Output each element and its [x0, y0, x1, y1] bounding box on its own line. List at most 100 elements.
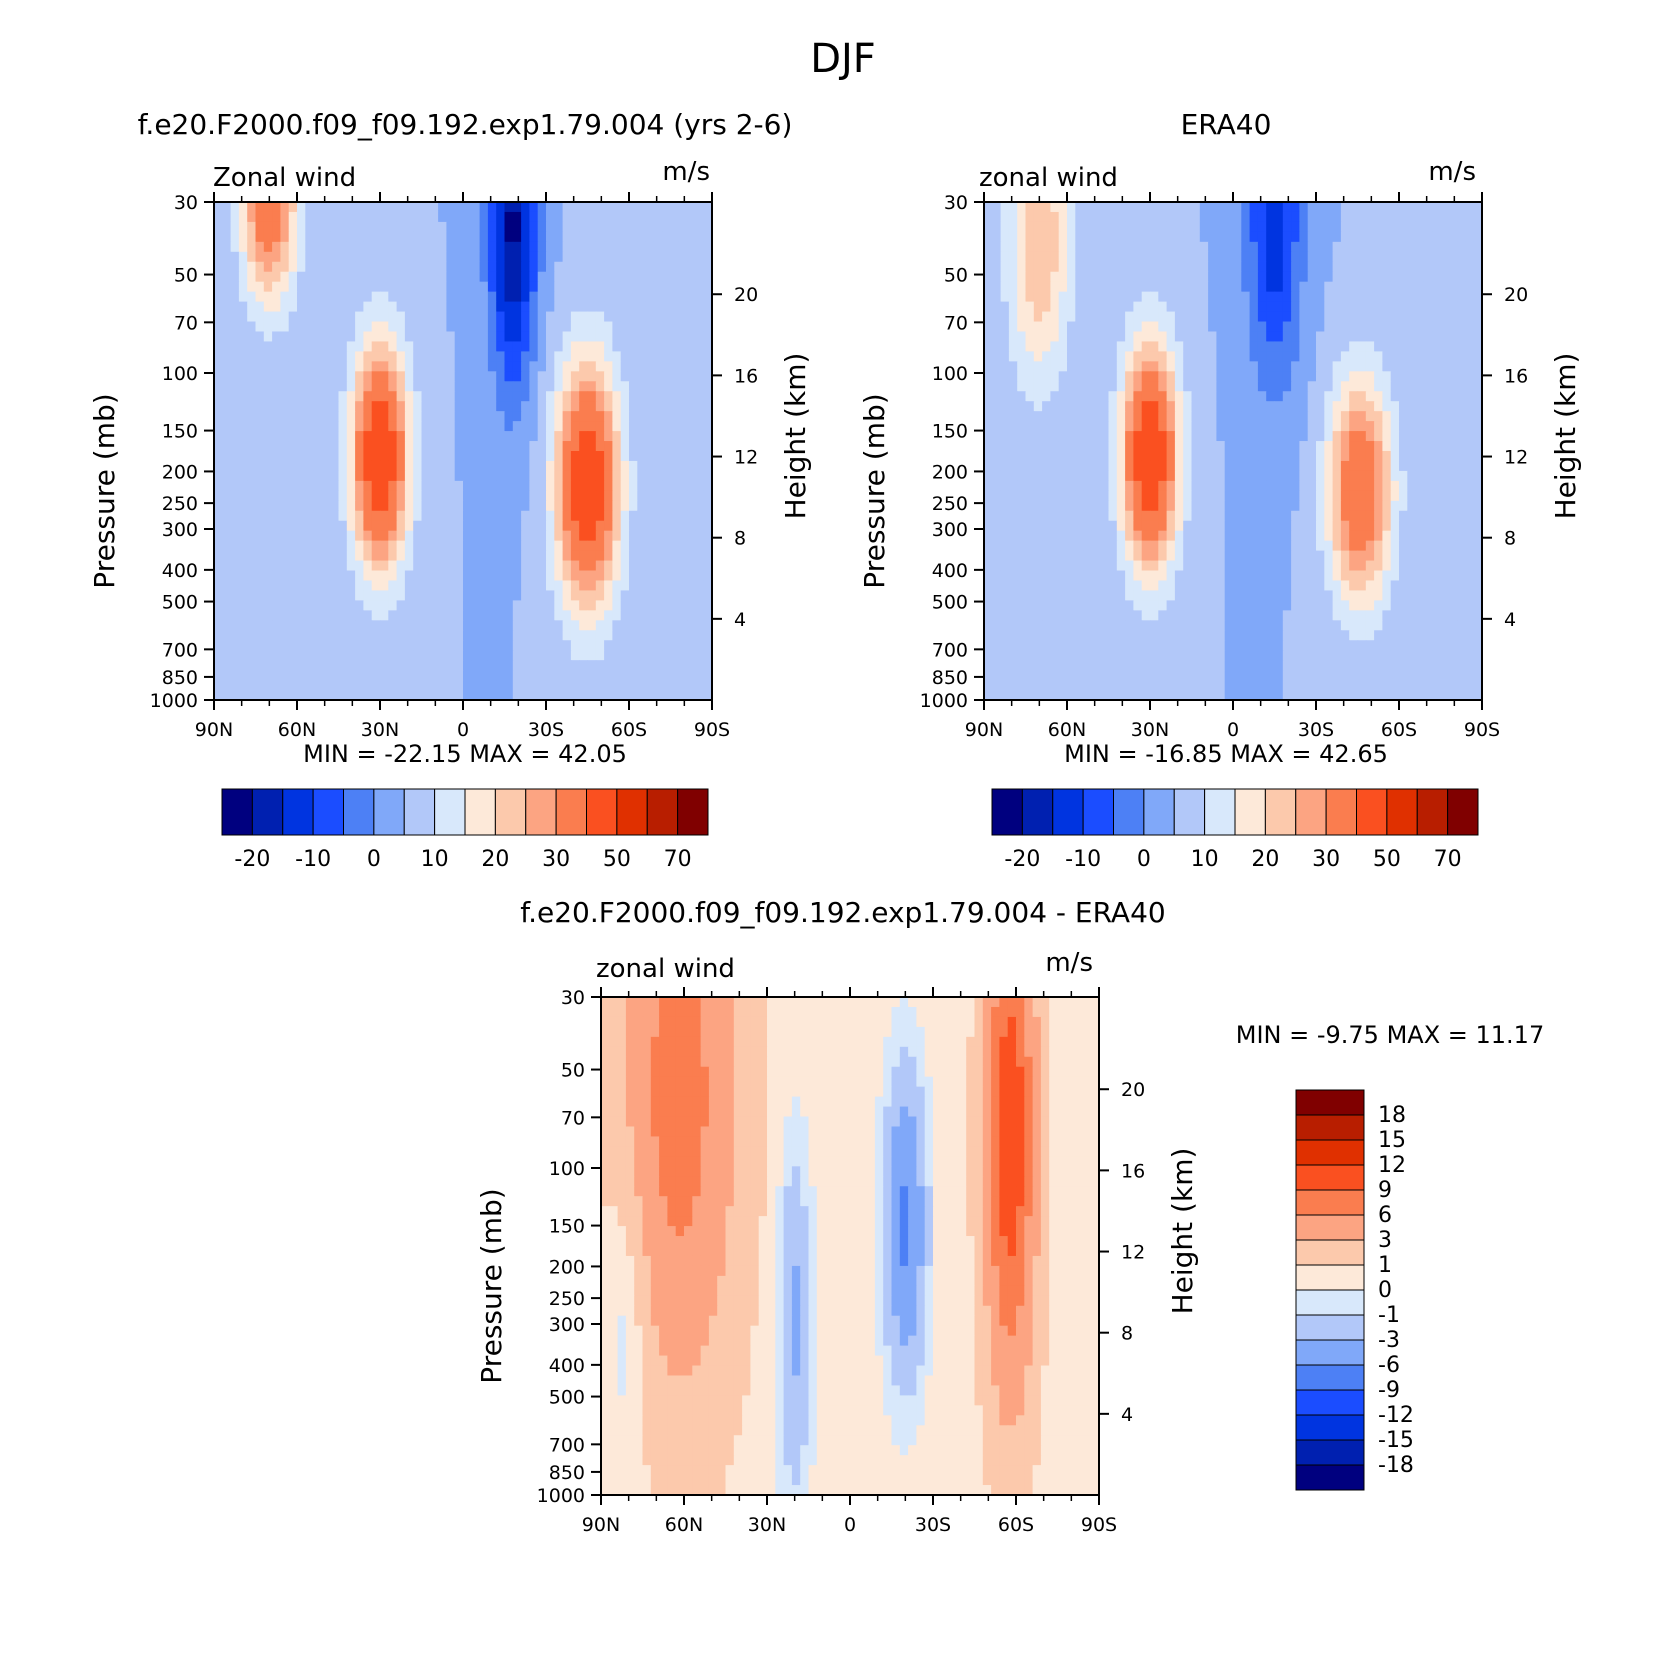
panel-era40-heatmap-cell — [1399, 500, 1408, 512]
panel-model-heatmap-cell — [537, 381, 547, 392]
panel-model-heatmap-cell — [421, 451, 431, 462]
panel-model-heatmap-cell — [413, 600, 423, 611]
panel-model-heatmap-cell — [214, 660, 223, 671]
panel-era40-heatmap-cell — [1241, 480, 1251, 492]
panel-era40-heatmap-cell — [1133, 351, 1143, 362]
panel-era40-heatmap-cell — [1208, 211, 1217, 223]
panel-era40-heatmap-cell — [1440, 261, 1450, 273]
panel-model-heatmap-cell — [214, 421, 223, 432]
panel-model-heatmap-cell — [305, 520, 315, 532]
panel-model-heatmap-cell — [214, 460, 223, 472]
panel-era40-heatmap-cell — [1216, 221, 1226, 233]
panel-era40-heatmap-cell — [1208, 202, 1217, 213]
panel-model-heatmap-cell — [363, 500, 373, 512]
panel-model-heatmap-cell — [637, 630, 647, 641]
panel-era40-heatmap-cell — [1324, 291, 1334, 303]
panel-era40-heatmap-cell — [1473, 500, 1483, 512]
panel-model-heatmap-cell — [363, 271, 373, 283]
panel-era40-heatmap-cell — [1241, 301, 1251, 313]
panel-era40-heatmap-cell — [1241, 401, 1251, 412]
panel-era40-heatmap-cell — [1349, 351, 1359, 362]
panel-model-heatmap-cell — [454, 202, 464, 213]
panel-era40-heatmap-cell — [1108, 311, 1118, 323]
panel-model-heatmap-cell — [355, 321, 364, 333]
panel-era40-heatmap-cell — [1017, 241, 1027, 253]
panel-era40-heatmap-cell — [1091, 281, 1101, 293]
panel-model-heatmap-cell — [678, 610, 688, 621]
panel-era40-heatmap-cell — [1473, 231, 1483, 243]
panel-era40-heatmap-cell — [1365, 202, 1375, 213]
panel-era40-heatmap-cell — [1282, 500, 1292, 512]
panel-model-heatmap-cell — [570, 560, 580, 572]
panel-era40-heatmap-cell — [1274, 401, 1284, 412]
panel-era40-heatmap-cell — [1183, 470, 1193, 482]
panel-model-heatmap-cell — [454, 271, 464, 283]
panel-era40-heatmap-cell — [1050, 271, 1060, 283]
panel-model-heatmap-cell — [396, 550, 406, 562]
panel-model-heatmap-cell — [487, 550, 497, 562]
panel-era40-heatmap-cell — [1042, 221, 1051, 233]
panel-model-heatmap-cell — [504, 231, 514, 243]
panel-era40-heatmap-cell — [1349, 221, 1359, 233]
panel-era40-heatmap-cell — [1349, 271, 1359, 283]
panel-model-heatmap-cell — [537, 600, 547, 611]
panel-era40-heatmap-cell — [1050, 510, 1060, 522]
panel-era40-heatmap-cell — [1199, 202, 1209, 213]
panel-model-heatmap-cell — [214, 680, 223, 691]
panel-era40-heatmap-cell — [1473, 311, 1483, 323]
panel-model-heatmap-cell — [255, 281, 265, 293]
panel-model-heatmap-cell — [620, 490, 630, 502]
panel-model-heatmap-cell — [338, 600, 348, 611]
panel-era40-heatmap-cell — [1083, 231, 1093, 243]
panel-model-heatmap-cell — [388, 540, 398, 552]
panel-model-heatmap-cell — [380, 241, 389, 253]
panel-model-heatmap-cell — [404, 381, 414, 392]
panel-model-heatmap-cell — [288, 690, 298, 701]
panel-model-heatmap-cell — [579, 431, 589, 442]
panel-model-heatmap-cell — [429, 271, 439, 283]
panel-model-heatmap-cell — [413, 241, 423, 253]
panel-model-heatmap-cell — [629, 570, 638, 582]
panel-model-heatmap-cell — [280, 301, 290, 313]
panel-era40-heatmap-cell — [1415, 271, 1425, 283]
panel-model-heatmap-cell — [653, 570, 663, 582]
panel-model-heatmap-cell — [305, 431, 315, 442]
panel-model-heatmap-cell — [595, 251, 605, 263]
panel-model-heatmap-cell — [263, 530, 273, 542]
panel-era40-heatmap-cell — [1025, 301, 1035, 313]
panel-era40-heatmap-cell — [1158, 321, 1168, 333]
panel-model-heatmap-cell — [230, 231, 240, 243]
panel-era40-heatmap-cell — [1158, 221, 1168, 233]
panel-era40-heatmap-cell — [1307, 490, 1317, 502]
panel-model-heatmap-cell — [521, 490, 530, 502]
panel-era40-heatmap-cell — [1116, 480, 1126, 492]
panel-era40-heatmap-cell — [1407, 311, 1417, 323]
panel-model-heatmap-cell — [288, 470, 298, 482]
panel-model-heatmap-cell — [653, 411, 663, 422]
panel-model-heatmap-cell — [587, 251, 597, 263]
panel-model-heatmap-cell — [604, 451, 613, 462]
panel-model-heatmap-cell — [487, 241, 497, 253]
panel-era40-heatmap-cell — [1357, 231, 1367, 243]
panel-era40-heatmap-cell — [992, 261, 1002, 273]
panel-model-heatmap-cell — [521, 251, 530, 263]
panel-era40-heatmap-cell — [1150, 211, 1159, 223]
panel-model-heatmap-cell — [521, 560, 530, 572]
panel-era40-heatmap-cell — [1257, 251, 1267, 263]
panel-era40-heatmap-cell — [1365, 291, 1375, 303]
panel-model-heatmap-cell — [413, 421, 423, 432]
panel-model-heatmap-cell — [238, 570, 248, 582]
panel-model-heatmap-cell — [662, 202, 672, 213]
panel-model-heatmap-cell — [512, 321, 522, 333]
panel-model-heatmap-cell — [346, 580, 356, 592]
panel-era40-heatmap-cell — [1116, 301, 1126, 313]
panel-model-heatmap-cell — [678, 630, 688, 641]
panel-era40-heatmap-cell — [1025, 490, 1035, 502]
panel-model-heatmap-cell — [629, 371, 638, 382]
panel-model-heatmap-cell — [670, 480, 680, 492]
panel-model-heatmap-cell — [521, 321, 530, 333]
panel-era40-heatmap-cell — [1349, 291, 1359, 303]
panel-model-heatmap-cell — [272, 600, 281, 611]
panel-model-heatmap-cell — [238, 690, 248, 701]
panel-era40-heatmap-cell — [1465, 391, 1475, 402]
